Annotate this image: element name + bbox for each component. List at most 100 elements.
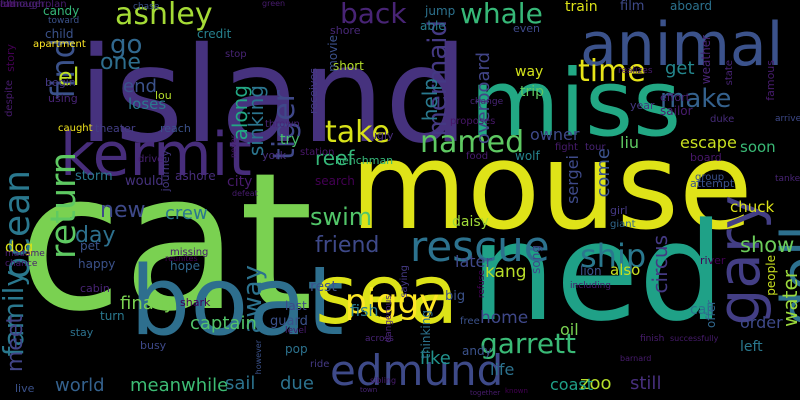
word-life: life xyxy=(490,360,515,379)
word-train: train xyxy=(565,0,598,15)
word-big: big xyxy=(445,289,466,304)
word-zoo: zoo xyxy=(580,373,612,394)
word-known: known xyxy=(505,387,528,395)
word-reunites: reunites xyxy=(165,254,198,263)
word-film: film xyxy=(620,0,645,14)
word-animal: animal xyxy=(580,10,784,80)
word-drive: drive xyxy=(138,154,164,165)
word-crew: crew xyxy=(165,203,208,224)
word-never: never xyxy=(229,135,238,158)
word-one: one xyxy=(100,50,141,75)
word-rest: rest xyxy=(310,279,337,295)
word-captain: captain xyxy=(190,313,257,334)
word-even: even xyxy=(513,22,541,35)
word-dog: dog xyxy=(5,238,34,256)
word-way: way xyxy=(515,64,544,80)
word-jump: jump xyxy=(425,4,456,18)
word-andy: andy xyxy=(462,344,492,358)
word-come: come xyxy=(593,148,614,198)
word-child: child xyxy=(45,27,74,41)
word-credit: credit xyxy=(197,27,232,41)
word-new: new xyxy=(100,198,146,223)
word-kang: kang xyxy=(485,262,527,282)
word-short: short xyxy=(333,59,364,73)
word-later: later xyxy=(455,252,492,271)
word-song: song xyxy=(529,245,543,274)
word-water: water xyxy=(778,270,800,327)
word-garrett: garrett xyxy=(480,327,577,360)
word-thinking: thinking xyxy=(419,310,433,359)
word-try: try xyxy=(280,132,300,148)
word-toward: toward xyxy=(48,16,80,26)
word-liu: liu xyxy=(620,133,640,152)
word-el: el xyxy=(58,63,80,91)
word-would: would xyxy=(125,174,164,189)
word-duke: duke xyxy=(710,114,735,125)
word-dangerous: dangerous xyxy=(384,295,394,343)
word-escape: escape xyxy=(680,133,737,152)
word-busy: busy xyxy=(140,339,167,352)
word-day: day xyxy=(75,223,116,248)
word-reach: reach xyxy=(160,122,191,135)
word-apartment: apartment xyxy=(33,39,86,50)
word-cabin: cabin xyxy=(80,282,110,295)
word-lou: lou xyxy=(155,89,172,102)
word-owner: owner xyxy=(530,125,580,144)
word-ship: ship xyxy=(580,237,647,275)
word-theater: theater xyxy=(95,122,136,135)
word-across: across xyxy=(365,334,394,344)
word-defeat: defeat xyxy=(232,189,258,198)
word-attempt: attempt xyxy=(690,177,735,190)
word-proposes: proposes xyxy=(450,116,496,127)
word-island: island xyxy=(78,19,469,173)
word-able: able xyxy=(420,19,446,33)
word-state: state xyxy=(724,60,735,86)
word-coast: coast xyxy=(550,375,593,394)
word-journey: journey xyxy=(159,150,172,192)
word-girl: girl xyxy=(610,204,628,217)
word-madame: madame xyxy=(5,249,45,259)
word-city: city xyxy=(227,174,253,190)
word-turn: turn xyxy=(100,309,125,323)
word-effort: effort xyxy=(660,91,690,104)
word-sailor: sailor xyxy=(660,104,693,118)
word-pop: pop xyxy=(285,342,308,356)
word-fight: fight xyxy=(555,142,578,153)
word-miss: miss xyxy=(470,50,682,157)
word-story: story xyxy=(4,44,17,72)
word-sergei: sergei xyxy=(563,155,582,204)
word-end: end xyxy=(123,76,157,97)
word-thrown: thrown xyxy=(265,119,300,130)
word-meet: meet xyxy=(3,315,28,373)
word-ned: ned xyxy=(470,194,725,351)
word-candy: candy xyxy=(43,4,80,18)
word-go: go xyxy=(110,30,143,60)
word-edmund: edmund xyxy=(330,346,504,395)
word-successfully: successfully xyxy=(670,334,719,343)
word-people: people xyxy=(764,255,778,296)
word-green: green xyxy=(262,0,286,8)
word-boat: boat xyxy=(130,247,344,357)
word-despite: despite xyxy=(4,80,15,117)
word-show: show xyxy=(740,233,795,257)
word-sinking: sinking xyxy=(244,85,268,157)
word-free: free xyxy=(460,316,480,327)
word-shore: shore xyxy=(330,24,361,37)
word-finish: finish xyxy=(640,334,665,344)
word-rescue: rescue xyxy=(410,222,550,271)
word-york: york xyxy=(262,149,287,162)
word-last: last xyxy=(285,299,307,313)
word-live: live xyxy=(15,382,35,395)
word-help: help xyxy=(418,78,442,122)
word-oil: oil xyxy=(560,320,579,339)
word-chase: chase xyxy=(133,2,160,12)
word-lion: lion xyxy=(580,264,602,278)
word-storm: storm xyxy=(75,169,113,184)
word-reef: reef xyxy=(315,146,355,170)
word-year: year xyxy=(630,99,655,112)
word-also: also xyxy=(610,261,641,279)
word-still: still xyxy=(630,373,662,394)
word-cat: cat xyxy=(18,132,314,353)
